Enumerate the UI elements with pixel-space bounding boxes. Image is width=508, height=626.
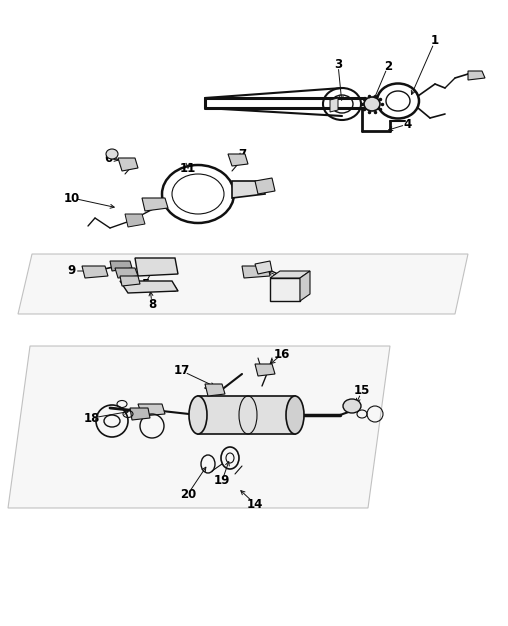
Polygon shape [142,198,168,211]
Text: 1: 1 [431,34,439,48]
Polygon shape [125,214,145,227]
Polygon shape [82,266,108,278]
Ellipse shape [286,396,304,434]
Polygon shape [270,271,310,278]
Polygon shape [228,154,248,166]
Polygon shape [198,396,295,434]
Text: 19: 19 [214,475,230,488]
Polygon shape [138,404,165,416]
Polygon shape [205,384,225,396]
Text: 6: 6 [104,151,112,165]
Text: 4: 4 [404,118,412,130]
Text: 13: 13 [284,292,300,304]
Polygon shape [255,178,275,194]
Polygon shape [18,254,468,314]
Text: 17: 17 [174,364,190,377]
Polygon shape [130,408,150,420]
Polygon shape [120,281,178,293]
Text: 9: 9 [68,265,76,277]
Text: 2: 2 [384,59,392,73]
Text: 5: 5 [141,277,149,290]
Polygon shape [135,258,178,276]
Polygon shape [330,98,338,112]
Text: 3: 3 [334,58,342,71]
Ellipse shape [106,149,118,159]
Polygon shape [255,261,272,274]
Text: 14: 14 [247,498,263,510]
Ellipse shape [189,396,207,434]
Text: 18: 18 [84,411,100,424]
Ellipse shape [343,399,361,413]
Polygon shape [468,71,485,80]
Polygon shape [115,268,138,278]
Polygon shape [255,364,275,376]
Text: 10: 10 [64,192,80,205]
Text: 12: 12 [274,272,290,284]
Polygon shape [118,158,138,171]
Polygon shape [110,261,132,271]
Text: 11: 11 [180,162,196,175]
Ellipse shape [364,97,380,111]
Polygon shape [120,276,140,286]
Polygon shape [300,271,310,301]
Polygon shape [232,181,265,198]
Text: 15: 15 [354,384,370,398]
Polygon shape [242,266,270,278]
Text: 7: 7 [238,148,246,160]
Text: 20: 20 [180,488,196,501]
Text: 16: 16 [274,347,290,361]
Text: 8: 8 [148,297,156,310]
Polygon shape [8,346,390,508]
Polygon shape [270,278,300,301]
